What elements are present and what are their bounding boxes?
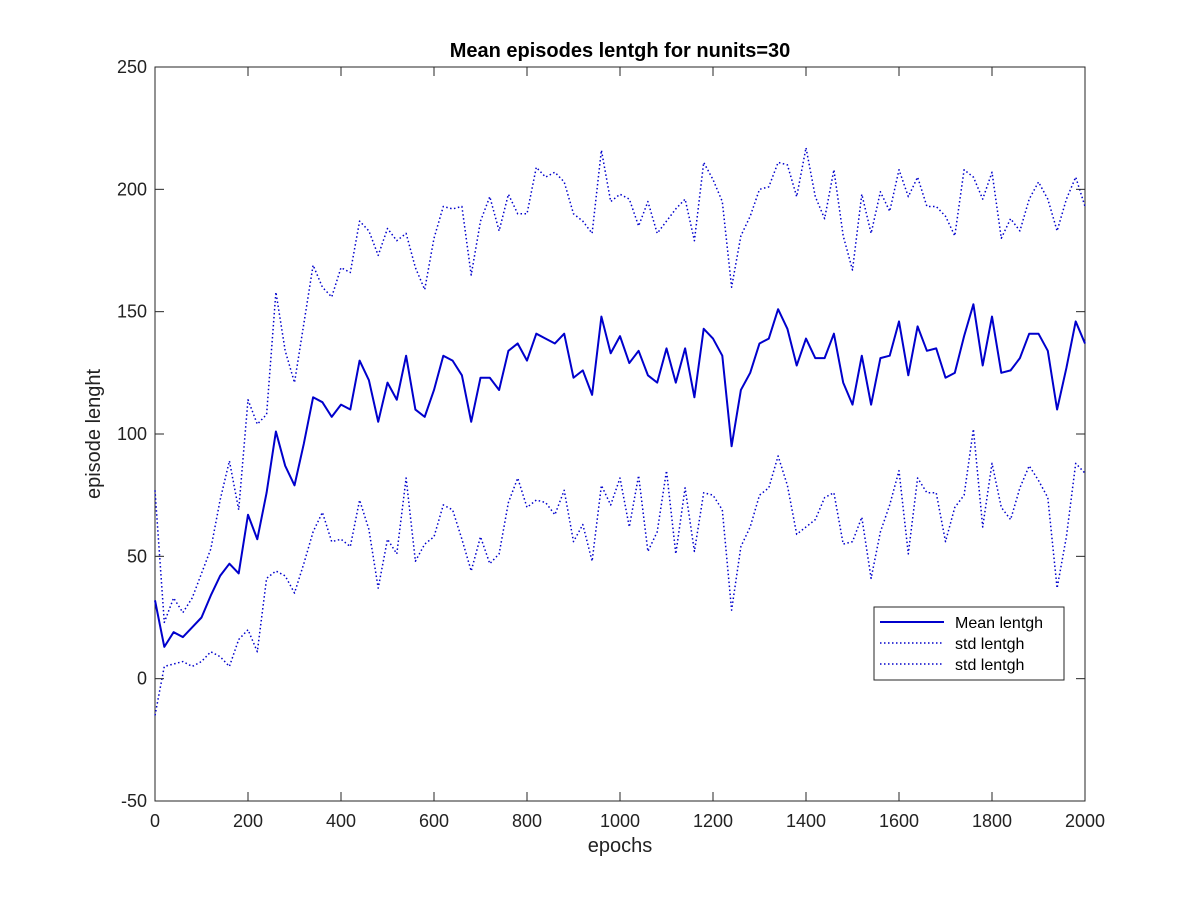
y-tick-label: 150: [117, 302, 147, 322]
axes-frame: [154, 66, 1086, 802]
y-tick-label: 50: [127, 546, 147, 566]
chart-title: Mean episodes lentgh for nunits=30: [450, 40, 791, 62]
x-tick-label: 1200: [693, 811, 733, 831]
y-tick-label: -50: [121, 791, 147, 811]
series-layer: [154, 146, 1086, 716]
legend-label-1: std lentgh: [955, 636, 1024, 653]
x-tick-label: 1400: [786, 811, 826, 831]
x-axis-label: epochs: [588, 835, 653, 857]
plot-area: 0 200 400 600 800 1000 1200 1400 1600 1800 2000 -5…: [117, 57, 1105, 831]
x-axis-ticks: 0 200 400 600 800 1000 1200 1400 1600 1800 2000: [150, 67, 1105, 831]
series-line-0: [154, 303, 1086, 648]
legend-label-0: Mean lentgh: [955, 615, 1043, 632]
legend-label-2: std lentgh: [955, 657, 1024, 674]
x-tick-label: 1000: [600, 811, 640, 831]
series-line-2: [154, 428, 1086, 716]
x-tick-label: 400: [326, 811, 356, 831]
legend-entries: Mean lentgh std lentgh std lentgh: [880, 615, 1043, 674]
x-tick-label: 200: [233, 811, 263, 831]
x-tick-label: 0: [150, 811, 160, 831]
y-axis-label: episode lenght: [83, 369, 105, 500]
legend: Mean lentgh std lentgh std lentgh: [873, 606, 1065, 681]
y-tick-label: 100: [117, 424, 147, 444]
x-tick-label: 1800: [972, 811, 1012, 831]
x-tick-label: 2000: [1065, 811, 1105, 831]
series-line-1: [154, 146, 1086, 624]
y-tick-label: 250: [117, 57, 147, 77]
x-tick-label: 600: [419, 811, 449, 831]
x-tick-label: 800: [512, 811, 542, 831]
y-axis-ticks: -50 0 50 100 150 200 250: [117, 57, 1085, 811]
y-tick-label: 200: [117, 179, 147, 199]
x-tick-label: 1600: [879, 811, 919, 831]
y-tick-label: 0: [137, 669, 147, 689]
legend-box: [873, 606, 1065, 681]
